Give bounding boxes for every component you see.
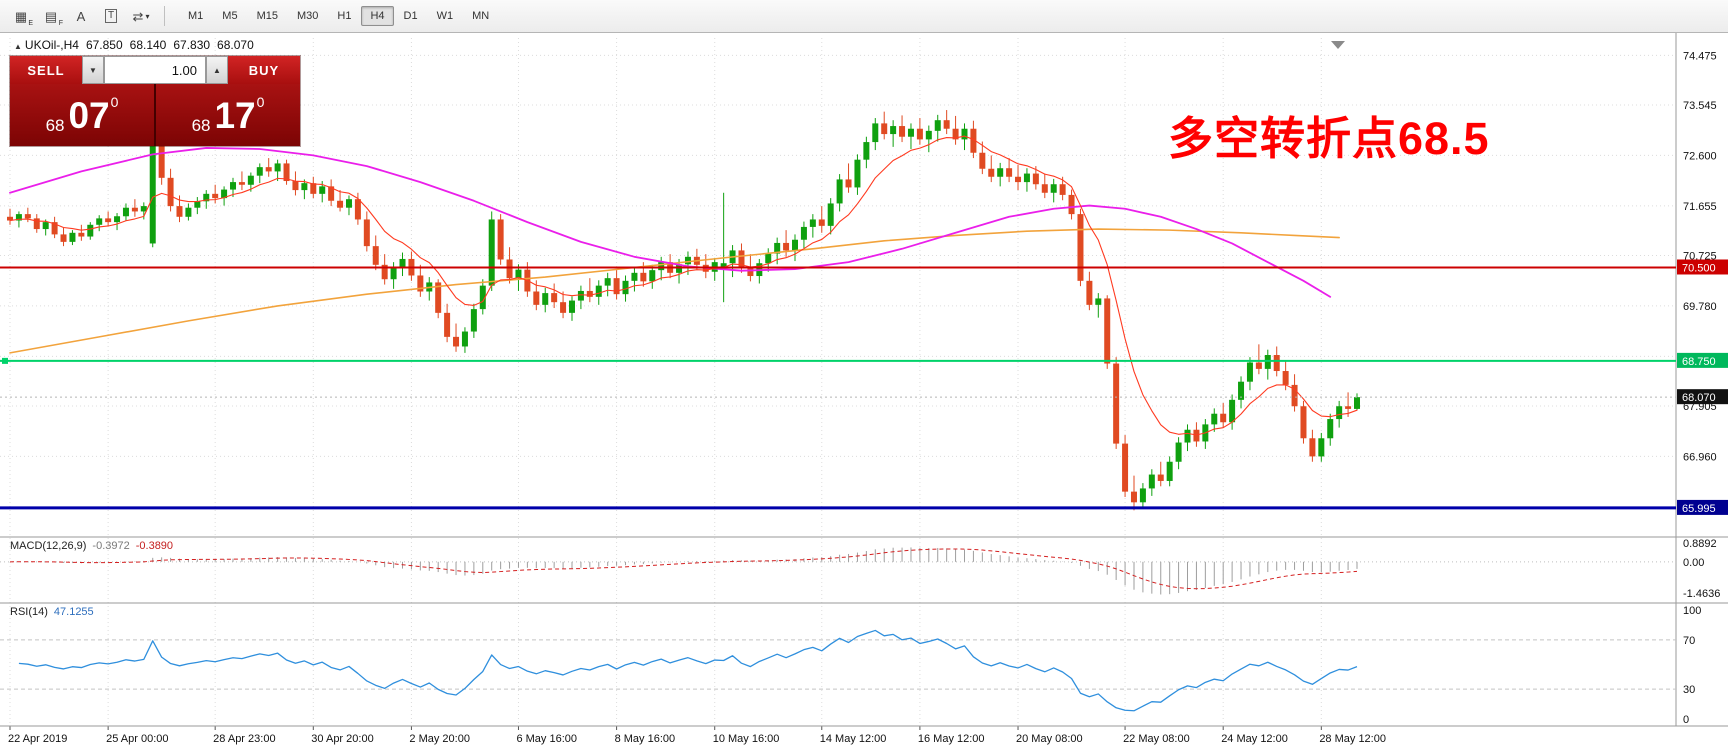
timeframe-button-m15[interactable]: M15: [256, 10, 278, 22]
volume-decrease-button[interactable]: ▼: [82, 56, 104, 84]
macd-main-value: -0.3972: [92, 540, 130, 552]
svg-text:28 Apr 23:00: 28 Apr 23:00: [213, 733, 275, 745]
buy-price-sup: 0: [256, 94, 265, 110]
sell-button[interactable]: SELL: [10, 56, 82, 84]
buy-price[interactable]: 68 17 0: [156, 84, 300, 146]
sell-price[interactable]: 68 07 0: [10, 84, 156, 146]
svg-text:70: 70: [1683, 635, 1695, 647]
svg-text:66.960: 66.960: [1683, 451, 1717, 463]
sell-price-sup: 0: [110, 94, 119, 110]
ohlc-open: 67.850: [85, 38, 123, 52]
svg-text:69.780: 69.780: [1683, 301, 1717, 313]
trade-prices-row: 68 07 0 68 17 0: [10, 84, 300, 146]
timeframe-button-h4[interactable]: H4: [361, 6, 394, 26]
timeframe-button-mn[interactable]: MN: [472, 10, 490, 22]
ohlc-high: 68.140: [129, 38, 167, 52]
text-box-icon[interactable]: T: [96, 3, 126, 29]
chart-text-annotation[interactable]: 多空转折点68.5: [1168, 113, 1490, 164]
svg-text:24 May 12:00: 24 May 12:00: [1221, 733, 1288, 745]
volume-increase-button[interactable]: ▲: [206, 56, 228, 84]
svg-text:20 May 08:00: 20 May 08:00: [1016, 733, 1083, 745]
svg-text:10 May 16:00: 10 May 16:00: [713, 733, 780, 745]
macd-indicator-header: MACD(12,26,9) -0.3972 -0.3890: [10, 540, 173, 552]
toolbar-separator: [164, 6, 165, 26]
svg-text:22 Apr 2019: 22 Apr 2019: [8, 733, 67, 745]
trade-controls-row: SELL ▼ 1.00 ▲ BUY: [10, 56, 300, 84]
svg-text:14 May 12:00: 14 May 12:00: [820, 733, 887, 745]
one-click-trading-panel: SELL ▼ 1.00 ▲ BUY 68 07 0 68 17 0: [10, 56, 300, 146]
svg-text:72.600: 72.600: [1683, 150, 1717, 162]
rsi-title: RSI(14): [10, 606, 48, 618]
timeframe-button-d1[interactable]: D1: [403, 10, 418, 22]
text-label-icon[interactable]: A: [76, 8, 86, 24]
sell-price-main: 07: [68, 94, 110, 136]
timeframe-bar: M1 M5 M15 M30 H1 H4 D1 W1 MN: [179, 6, 499, 26]
svg-text:25 Apr 00:00: 25 Apr 00:00: [106, 733, 168, 745]
timeframe-button-m1[interactable]: M1: [188, 10, 204, 22]
macd-signal-value: -0.3890: [135, 540, 174, 552]
svg-text:74.475: 74.475: [1683, 50, 1717, 62]
buy-price-main: 17: [214, 94, 256, 136]
toolbar-icons: ▦ E ▤ F A T ⇄ ▾: [6, 3, 156, 29]
svg-text:16 May 12:00: 16 May 12:00: [918, 733, 985, 745]
ohlc-close: 68.070: [217, 38, 254, 52]
profile-list-icon[interactable]: ▤ F: [44, 8, 63, 28]
svg-text:100: 100: [1683, 605, 1701, 617]
chart-ohlc-header: ▲ UKOil-,H4 67.850 68.140 67.830 68.070: [14, 38, 254, 52]
svg-text:22 May 08:00: 22 May 08:00: [1123, 733, 1190, 745]
svg-text:68.070: 68.070: [1682, 392, 1716, 404]
svg-text:0.8892: 0.8892: [1683, 538, 1717, 550]
chevron-up-icon: ▲: [213, 65, 221, 75]
symbol-switch-icon[interactable]: ⇄ ▾: [132, 8, 150, 24]
svg-text:0: 0: [1683, 714, 1689, 726]
symbol-marker-icon: ▲: [14, 42, 22, 51]
macd-title: MACD(12,26,9): [10, 540, 87, 552]
svg-text:-1.4636: -1.4636: [1683, 588, 1720, 600]
svg-text:70.500: 70.500: [1682, 262, 1716, 274]
symbol-name: UKOil-,H4: [24, 38, 79, 52]
svg-text:65.995: 65.995: [1682, 503, 1716, 515]
svg-text:73.545: 73.545: [1683, 100, 1717, 112]
svg-text:30: 30: [1683, 684, 1695, 696]
timeframe-button-h1[interactable]: H1: [337, 10, 352, 22]
buy-button[interactable]: BUY: [228, 56, 300, 84]
svg-text:8 May 16:00: 8 May 16:00: [615, 733, 676, 745]
timeframe-button-m5[interactable]: M5: [222, 10, 238, 22]
svg-text:28 May 12:00: 28 May 12:00: [1319, 733, 1386, 745]
svg-text:70.725: 70.725: [1683, 250, 1717, 262]
toolbar: ▦ E ▤ F A T ⇄ ▾ M1 M5 M15 M30 H1 H4 D1 W1 MN: [0, 0, 1728, 33]
svg-text:71.655: 71.655: [1683, 201, 1717, 213]
svg-text:68.750: 68.750: [1682, 356, 1716, 368]
svg-text:6 May 16:00: 6 May 16:00: [516, 733, 577, 745]
timeframe-button-w1[interactable]: W1: [436, 10, 454, 22]
sell-price-prefix: 68: [45, 116, 65, 135]
svg-text:2 May 20:00: 2 May 20:00: [409, 733, 470, 745]
chart-window-icon[interactable]: ▦ E: [14, 8, 33, 28]
volume-input[interactable]: 1.00: [104, 56, 206, 84]
svg-text:30 Apr 20:00: 30 Apr 20:00: [311, 733, 373, 745]
chevron-down-icon: ▼: [89, 65, 97, 75]
buy-price-prefix: 68: [191, 116, 211, 135]
timeframe-button-m30[interactable]: M30: [296, 10, 319, 22]
rsi-indicator-header: RSI(14) 47.1255: [10, 606, 94, 618]
svg-text:0.00: 0.00: [1683, 557, 1704, 569]
ohlc-low: 67.830: [173, 38, 211, 52]
rsi-value: 47.1255: [53, 606, 94, 618]
